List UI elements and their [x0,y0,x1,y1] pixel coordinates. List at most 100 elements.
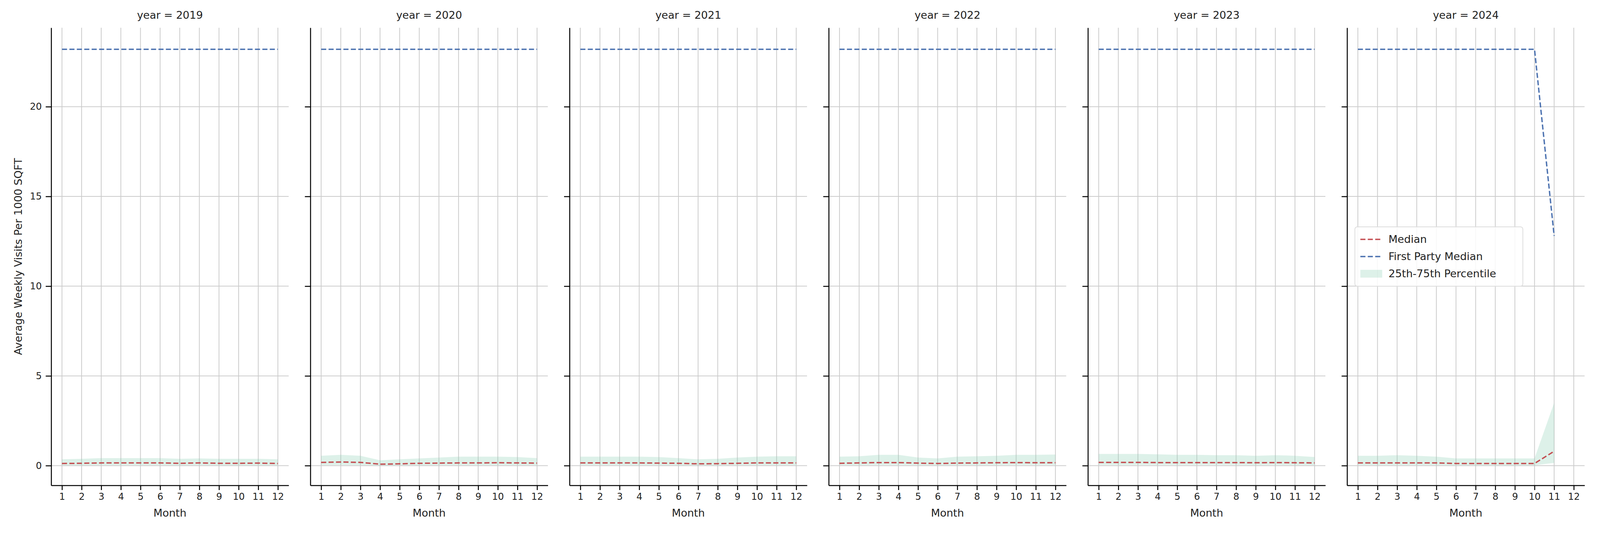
grid-line-x [580,27,581,486]
tick-mark [756,485,758,491]
tick-mark [477,485,479,491]
grid-line-x [976,27,978,486]
grid-line-x [1216,27,1217,486]
tick-mark [1553,485,1556,491]
x-axis-title: Month [1190,507,1224,520]
tick-label: 4 [895,491,902,503]
tick-label: 1 [577,491,584,503]
percentile-band [839,454,1056,466]
plot-area [580,49,797,466]
series-line [62,463,279,464]
tick-label: 2 [856,491,863,503]
grid [569,27,808,486]
grid-line-y [1087,196,1326,197]
tick-mark [179,485,181,491]
panel-title: year = 2021 [655,8,722,22]
grid-line-x [1573,27,1575,486]
grid-line-x [218,27,220,486]
tick [1341,465,1348,467]
legend: MedianFirst Party Median25th-75th Percen… [1355,226,1524,287]
tick-label: 7 [176,491,183,503]
tick-mark [1082,196,1088,198]
grid-line-x [858,27,860,486]
tick [823,106,829,108]
tick: 2 [78,485,85,503]
tick-label: 1 [58,491,65,503]
tick: 1 [1095,485,1102,503]
tick: 8 [196,485,203,503]
tick [564,465,570,467]
grid-line-x [1176,27,1178,486]
axis-line [1347,485,1585,487]
tick: 2 [1115,485,1122,503]
panel: 123456789101112year = 2024MonthMedianFir… [1341,8,1586,520]
tick-label: 1 [836,491,843,503]
grid-line-x [418,27,420,486]
grid-line-y [310,465,549,467]
tick: 12 [272,485,285,503]
tick-mark [1377,485,1379,491]
tick-mark [218,485,220,491]
tick-mark [305,375,311,377]
tick: 12 [790,485,803,503]
grid-line-y [1347,465,1585,467]
tick [1341,196,1348,197]
grid-line-y [310,196,549,197]
tick: 1 [836,485,843,503]
tick-mark [100,485,102,491]
y-axis-title: Average Weekly Visits Per 1000 SQFT [12,157,25,356]
axis-line [1088,485,1326,487]
axis-line [828,28,830,486]
tick: 8 [455,485,462,503]
tick-label: 6 [416,491,423,503]
grid-line-x [458,27,459,486]
x-axis-title: Month [930,507,965,520]
tick: 5 [35,370,52,382]
axis-line [569,28,571,486]
tick-mark [823,106,829,108]
tick: 7 [176,485,183,503]
tick-mark [140,485,142,491]
tick-mark [1275,485,1277,491]
y-axis: 05101520 [29,28,52,486]
tick-mark [1396,485,1399,491]
tick-mark [1196,485,1198,491]
tick-label: 5 [915,491,922,503]
tick-mark [277,485,279,491]
tick-mark [61,485,63,491]
grid-line-x [1035,27,1037,486]
tick-mark [45,196,52,198]
tick: 8 [1492,485,1499,503]
tick-mark [340,485,342,491]
tick-label: 5 [1433,491,1440,503]
plot-area [839,49,1056,466]
tick-mark [957,485,959,491]
grid-line-y [51,375,289,377]
tick-mark [45,106,52,108]
tick: 5 [915,485,922,503]
panel: 12345678910111205101520year = 2019MonthA… [12,8,290,520]
grid-line-x [1196,27,1198,486]
panel-title: year = 2019 [137,8,204,22]
legend-label: First Party Median [1388,250,1483,263]
grid-line-x [81,27,83,486]
grid-line-x [1157,27,1158,486]
grid-line-x [1137,27,1139,486]
grid-line-y [828,196,1067,197]
grid-line-x [120,27,122,486]
tick: 2 [1374,485,1381,503]
tick [1082,196,1088,197]
tick-label: 11 [1030,491,1043,503]
percentile-band [580,456,797,466]
legend-swatch [1360,269,1383,278]
grid-line-y [1087,465,1326,467]
tick-mark [1314,485,1316,491]
tick-mark [1416,485,1418,491]
tick-mark [1035,485,1037,491]
tick: 12 [1049,485,1062,503]
tick-label: 2 [597,491,604,503]
series-line [1098,48,1315,50]
tick-mark [1534,485,1536,491]
legend-label: 25th-75th Percentile [1388,267,1497,280]
tick-mark [1235,485,1238,491]
